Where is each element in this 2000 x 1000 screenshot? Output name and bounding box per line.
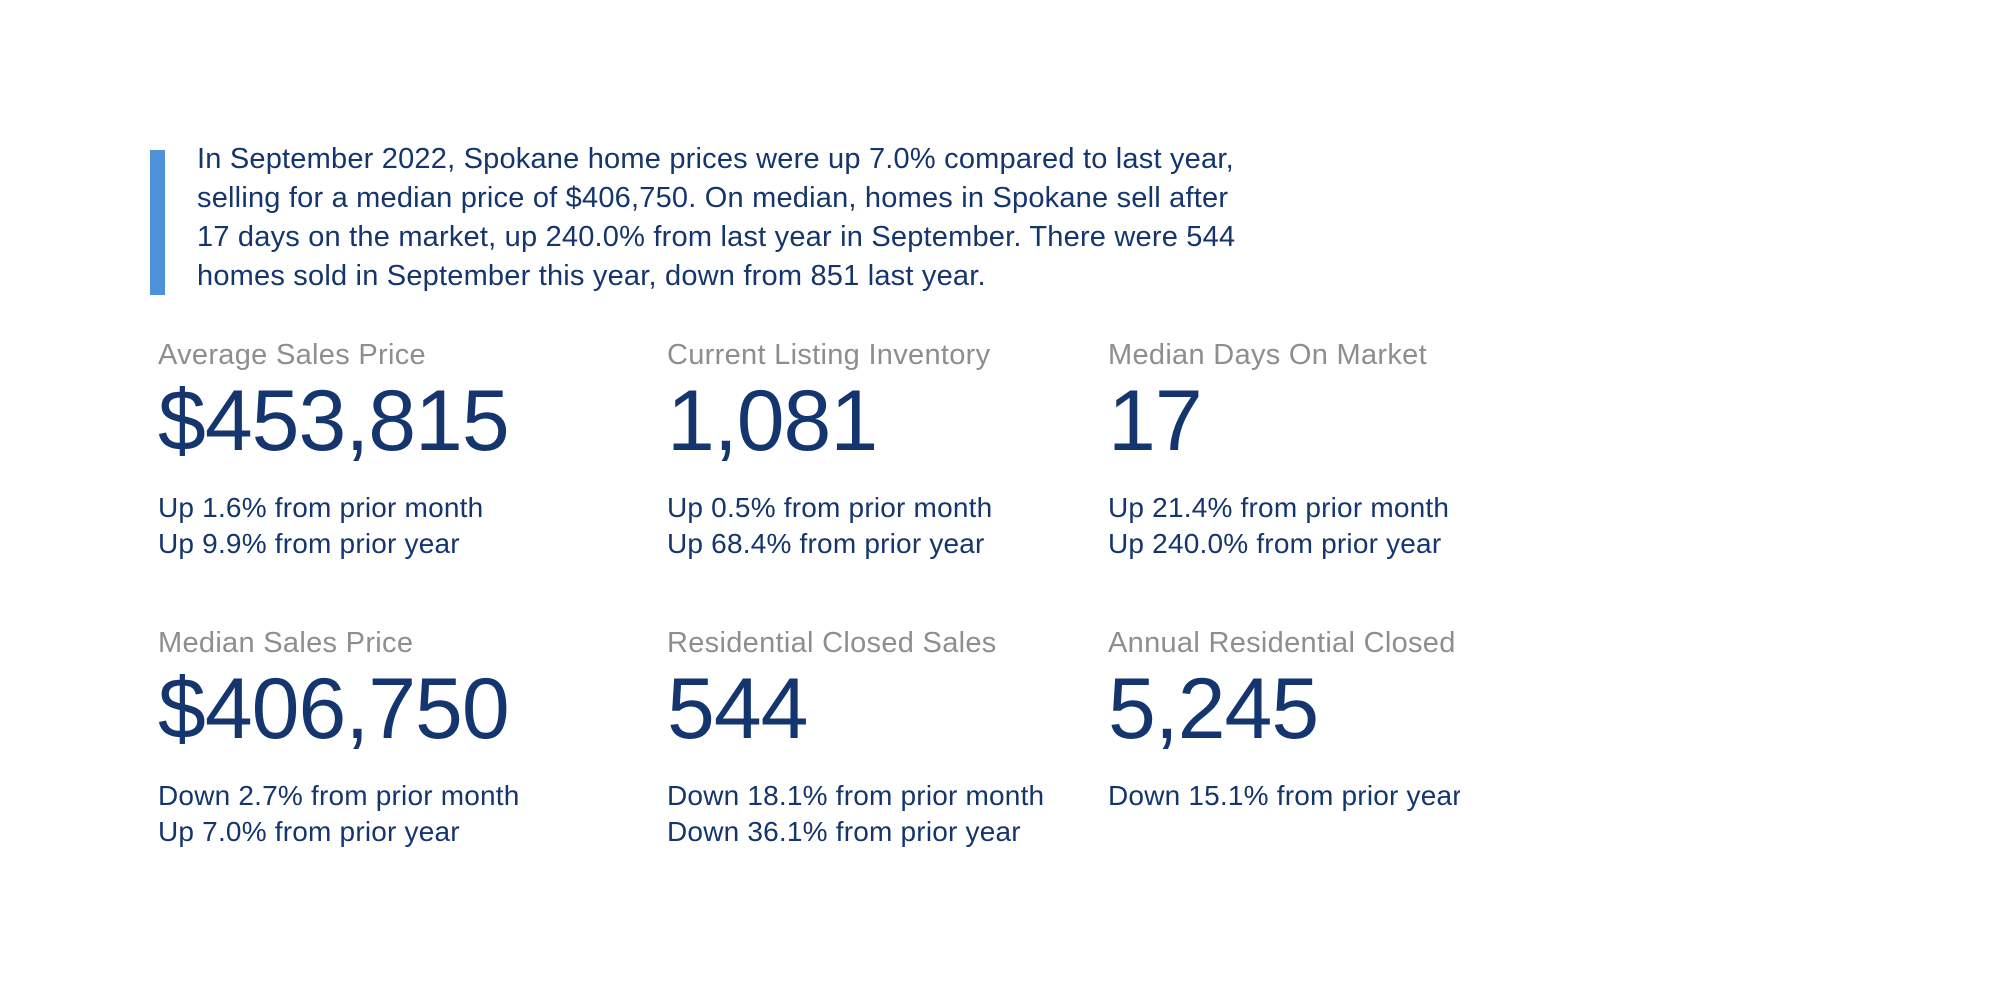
market-summary-section: In September 2022, Spokane home prices w… — [150, 0, 1460, 1000]
stat-card-median-days-on-market: Median Days On Market 17 Up 21.4% from p… — [1108, 340, 1460, 562]
stat-value: 5,245 — [1108, 661, 1319, 757]
stat-change-year: Down 36.1% from prior year — [667, 816, 1021, 847]
stat-change-month: Down 2.7% from prior month — [158, 780, 520, 811]
stat-label: Median Sales Price — [158, 627, 414, 659]
stat-change-year: Up 9.9% from prior year — [158, 528, 460, 559]
stat-change-month: Up 21.4% from prior month — [1108, 492, 1450, 523]
stat-value: $453,815 — [158, 373, 510, 469]
stat-label: Median Days On Market — [1108, 339, 1427, 371]
stat-label: Average Sales Price — [158, 339, 426, 371]
stat-change-month: Down 18.1% from prior month — [667, 780, 1045, 811]
quote-accent-bar — [150, 150, 165, 295]
stat-card-median-sales-price: Median Sales Price $406,750 Down 2.7% fr… — [158, 628, 648, 850]
stat-card-annual-residential-closed: Annual Residential Closed 5,245 Down 15.… — [1108, 628, 1460, 814]
stat-change-year: Up 7.0% from prior year — [158, 816, 460, 847]
stat-value: $406,750 — [158, 661, 510, 757]
stat-value: 544 — [667, 661, 809, 757]
stat-change-month: Up 0.5% from prior month — [667, 492, 993, 523]
stat-value: 1,081 — [667, 373, 878, 469]
stat-label: Residential Closed Sales — [667, 627, 997, 659]
stat-card-current-listing-inventory: Current Listing Inventory 1,081 Up 0.5% … — [667, 340, 1157, 562]
stat-value: 17 — [1108, 373, 1203, 469]
stat-label: Current Listing Inventory — [667, 339, 991, 371]
stat-change-month: Up 1.6% from prior month — [158, 492, 484, 523]
market-summary-paragraph: In September 2022, Spokane home prices w… — [197, 143, 1236, 292]
stat-card-residential-closed-sales: Residential Closed Sales 544 Down 18.1% … — [667, 628, 1157, 850]
stat-change-year: Up 68.4% from prior year — [667, 528, 985, 559]
stat-card-average-sales-price: Average Sales Price $453,815 Up 1.6% fro… — [158, 340, 648, 562]
stat-label: Annual Residential Closed — [1108, 627, 1456, 659]
stat-change-year: Up 240.0% from prior year — [1108, 528, 1442, 559]
stat-change-year: Down 15.1% from prior year — [1108, 780, 1460, 811]
